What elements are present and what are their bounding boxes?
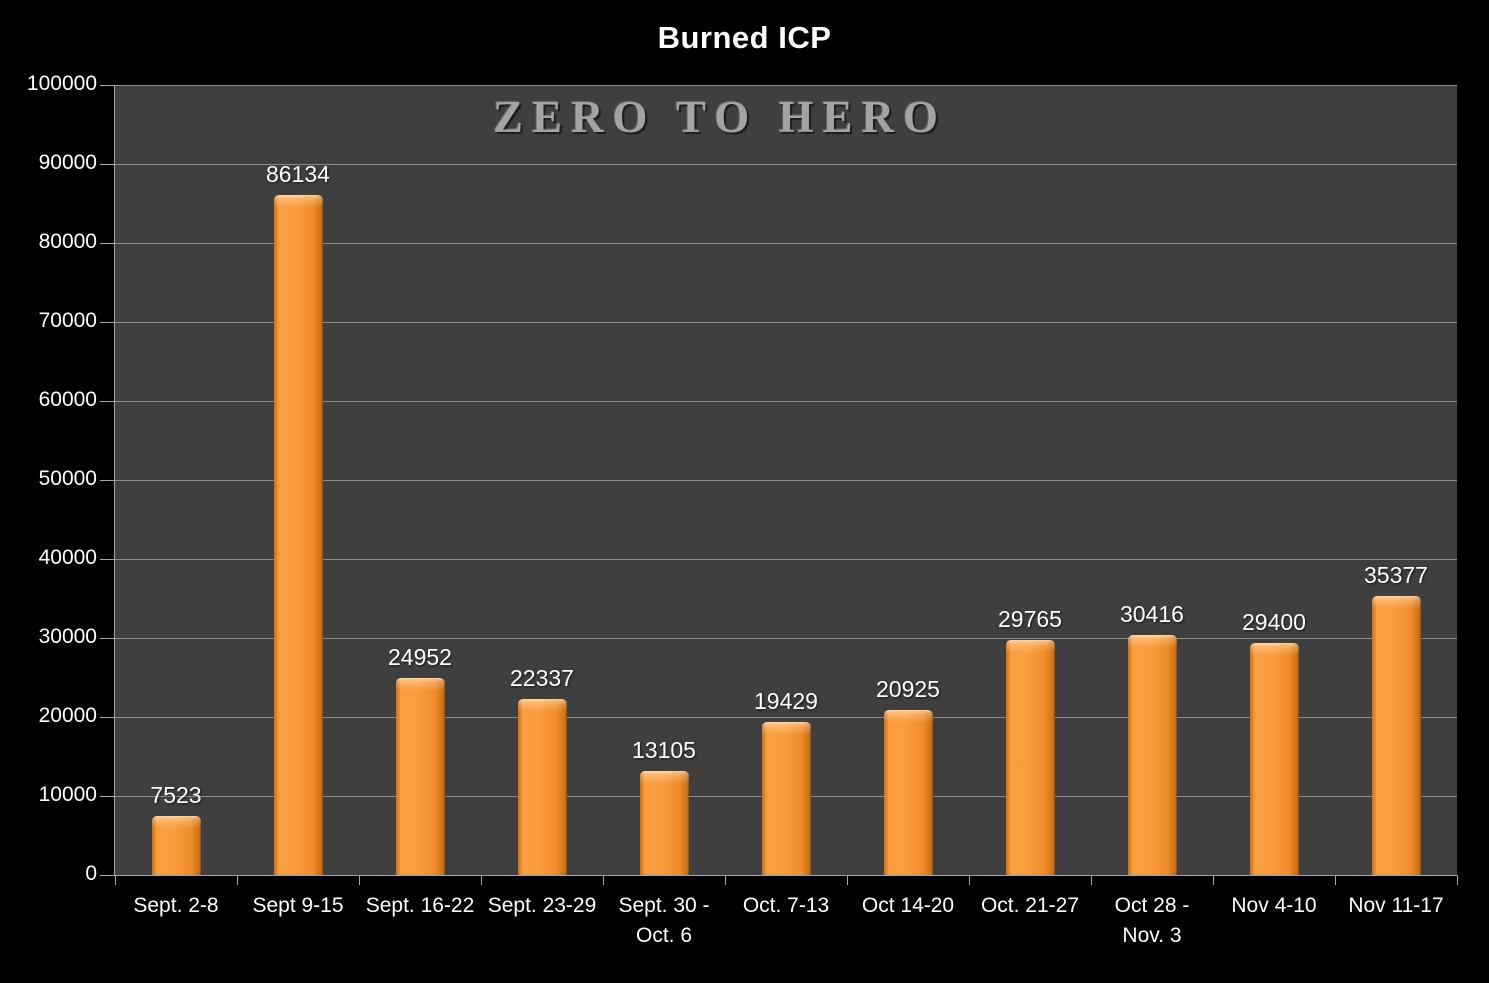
bar <box>1127 635 1177 875</box>
y-axis-tick <box>100 243 115 244</box>
y-axis-label: 90000 <box>38 151 97 174</box>
x-axis-tick <box>359 876 360 885</box>
bar-value-label: 13105 <box>632 737 696 763</box>
x-axis-label: Nov 11-17 <box>1348 894 1444 917</box>
bar <box>517 699 567 875</box>
bar-value-label: 24952 <box>388 644 452 670</box>
y-axis-label: 40000 <box>38 546 97 569</box>
y-axis-tick <box>100 85 115 86</box>
x-axis-tick <box>115 876 116 885</box>
x-axis-tick <box>603 876 604 885</box>
x-axis-label: Nov 4-10 <box>1231 894 1317 917</box>
watermark-text: ZERO TO HERO <box>493 92 947 142</box>
bar <box>1249 643 1299 875</box>
gridline <box>115 322 1457 323</box>
x-axis-tick <box>1335 876 1336 885</box>
y-axis-tick <box>100 322 115 323</box>
gridline <box>115 559 1457 560</box>
bar-value-label: 19429 <box>754 688 818 714</box>
x-axis-tick <box>725 876 726 885</box>
y-axis-label: 100000 <box>26 72 97 95</box>
bar <box>395 678 445 875</box>
x-axis-tick <box>1091 876 1092 885</box>
bar <box>1005 640 1055 875</box>
bar-value-label: 20925 <box>876 676 940 702</box>
gridline <box>115 401 1457 402</box>
bar <box>639 771 689 875</box>
gridline <box>115 243 1457 244</box>
x-axis-label: Sept. 23-29 <box>487 894 597 917</box>
x-axis-label: Oct. 7-13 <box>742 894 830 917</box>
x-axis-label: Sept. 16-22 <box>365 894 475 917</box>
bar-value-label: 29765 <box>998 606 1062 632</box>
x-axis-label: Oct 14-20 <box>861 894 955 917</box>
x-axis-label: Sept. 2-8 <box>133 894 219 917</box>
y-axis-label: 10000 <box>38 783 97 806</box>
x-axis-label: Oct 28 - Nov. 3 <box>1114 894 1190 947</box>
plot-area: ZERO TO HERO <box>115 85 1457 875</box>
bar-value-label: 22337 <box>510 665 574 691</box>
bar-value-label: 35377 <box>1364 562 1428 588</box>
gridline <box>115 85 1457 86</box>
y-axis-tick <box>100 480 115 481</box>
x-axis-tick <box>481 876 482 885</box>
bar-value-label: 86134 <box>266 161 330 187</box>
bar <box>1371 596 1421 875</box>
y-axis-label: 70000 <box>38 309 97 332</box>
y-axis-label: 80000 <box>38 230 97 253</box>
chart-title: Burned ICP <box>657 20 832 55</box>
y-axis-tick <box>100 717 115 718</box>
bar <box>151 816 201 875</box>
y-axis-label: 60000 <box>38 388 97 411</box>
gridline <box>115 717 1457 718</box>
x-axis-tick <box>1213 876 1214 885</box>
gridline <box>115 480 1457 481</box>
y-axis-tick <box>100 559 115 560</box>
bar <box>761 722 811 875</box>
x-axis-tick <box>969 876 970 885</box>
x-axis-tick <box>847 876 848 885</box>
x-axis-tick <box>237 876 238 885</box>
bar-value-label: 7523 <box>150 782 202 808</box>
gridline <box>115 638 1457 639</box>
gridline <box>115 164 1457 165</box>
x-axis-label: Sept. 30 - Oct. 6 <box>618 894 710 947</box>
y-axis-label: 0 <box>85 862 97 885</box>
y-axis-tick <box>100 875 115 876</box>
bar-value-label: 29400 <box>1242 609 1306 635</box>
y-axis-tick <box>100 164 115 165</box>
bar-value-label: 30416 <box>1120 601 1184 627</box>
y-axis-label: 20000 <box>38 704 97 727</box>
y-axis-tick <box>100 401 115 402</box>
y-axis-tick <box>100 796 115 797</box>
y-axis-label: 50000 <box>38 467 97 490</box>
y-axis-tick <box>100 638 115 639</box>
x-axis-tick <box>1457 876 1458 885</box>
bar <box>883 710 933 875</box>
y-axis-label: 30000 <box>38 625 97 648</box>
x-axis-label: Sept 9-15 <box>252 894 344 917</box>
x-axis-line <box>114 875 1458 876</box>
x-axis-label: Oct. 21-27 <box>980 894 1080 917</box>
bar <box>273 195 323 875</box>
